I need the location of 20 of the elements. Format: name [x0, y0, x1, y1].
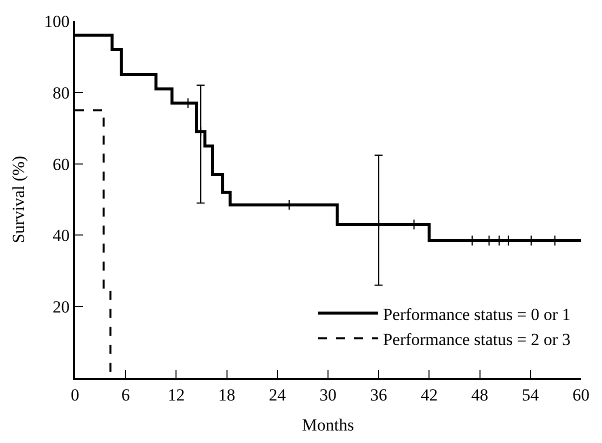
- x-tick-label: 30: [320, 385, 336, 404]
- y-axis-title: Survival (%): [9, 156, 28, 244]
- x-tick-label: 18: [218, 385, 236, 404]
- y-tick-label: 60: [52, 154, 70, 174]
- y-tick-label: 20: [52, 298, 70, 317]
- legend-label: Performance status = 2 or 3: [382, 330, 571, 349]
- x-tick-label: 42: [420, 385, 438, 404]
- x-axis-title: Months: [302, 415, 354, 434]
- y-tick-label: 100: [44, 12, 70, 31]
- x-tick-label: 48: [471, 385, 488, 404]
- x-tick-label: 6: [121, 385, 130, 404]
- legend-label: Performance status = 0 or 1: [382, 304, 571, 324]
- x-tick-label: 60: [572, 385, 590, 404]
- x-tick-label: 12: [168, 385, 185, 404]
- x-tick-label: 24: [268, 385, 286, 404]
- x-tick-label: 54: [522, 385, 540, 404]
- x-tick-label: 0: [70, 385, 80, 404]
- y-tick-label: 80: [52, 83, 70, 102]
- y-tick-label: 40: [52, 226, 70, 246]
- x-tick-label: 36: [370, 385, 388, 404]
